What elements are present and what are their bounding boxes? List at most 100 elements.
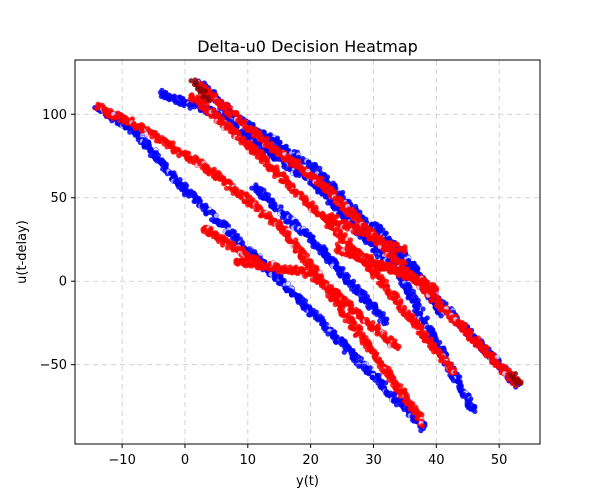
x-tick-label: −10 [108,453,135,468]
data-point [292,243,298,250]
data-point [187,105,193,111]
data-point [157,138,163,144]
data-point [375,234,381,240]
y-axis-ticks: −50 0 50 100 [40,108,75,373]
data-point [212,93,218,99]
y-axis-label: u(t-delay) [15,220,30,284]
data-point [301,266,307,273]
data-point [285,280,291,287]
data-point [301,249,307,255]
data-point [186,193,192,199]
data-point [227,104,233,111]
data-point [374,254,380,260]
data-point [376,372,382,379]
data-point [462,322,469,328]
data-point [429,288,435,294]
data-point [227,179,233,185]
data-point [420,306,426,312]
data-point [319,175,325,181]
data-point [116,117,122,123]
data-point [340,301,346,307]
x-axis-label: y(t) [296,474,319,489]
data-point [213,212,219,219]
data-point [452,370,458,376]
data-point [433,285,440,291]
data-point [319,191,325,197]
data-point [227,113,233,119]
y-tick-label: −50 [40,358,67,373]
data-point [419,412,425,418]
data-point [226,231,232,237]
data-point [383,230,389,236]
data-point [370,320,376,326]
data-point [394,241,400,248]
data-point [513,380,519,387]
data-point [224,245,231,251]
data-point [419,423,425,429]
data-point [512,370,519,377]
data-point [398,300,404,306]
data-point [261,129,267,135]
data-point [397,393,403,399]
data-point [219,242,226,248]
data-point [363,239,369,246]
data-point [428,298,434,304]
data-point [194,82,200,88]
data-point [383,278,390,284]
data-point [171,93,178,99]
data-point [472,408,478,415]
points-layer [92,77,524,434]
data-point [239,195,245,201]
data-point [293,264,299,270]
plot-frame [74,59,541,445]
data-point [350,229,357,235]
data-point [316,245,322,251]
data-point [170,140,176,146]
x-tick-label: 50 [491,453,508,468]
x-tick-label: 0 [181,453,189,468]
data-point [396,343,402,350]
data-point [383,320,390,326]
data-point [188,78,194,84]
data-point [367,365,373,371]
data-point [185,150,192,156]
data-point [460,393,466,399]
data-point [277,139,283,146]
data-point [272,276,278,282]
data-point [207,98,213,104]
data-point [177,176,183,183]
data-point [370,274,376,280]
data-point [351,326,357,332]
data-point [511,377,517,383]
data-point [272,173,278,180]
chart-title: Delta-u0 Decision Heatmap [197,37,418,56]
data-point [127,129,133,135]
x-tick-label: 20 [302,453,319,468]
data-point [292,248,298,254]
data-point [202,88,209,94]
data-point [359,257,366,263]
data-point [341,295,347,301]
data-point [354,290,360,296]
data-point [231,229,237,235]
data-point [402,247,408,253]
data-point [438,313,444,319]
data-point [393,402,400,408]
data-point [334,213,340,219]
data-point [216,238,222,245]
data-point [334,297,340,303]
data-point [352,320,358,327]
x-tick-label: 30 [365,453,382,468]
data-point [400,311,406,317]
data-point [402,260,408,266]
data-point [448,361,455,367]
data-point [282,214,288,220]
data-point [333,339,339,345]
data-point [468,330,474,336]
data-point [337,273,343,279]
y-tick-label: 100 [42,108,67,123]
data-point [515,377,521,383]
data-point [258,158,264,165]
y-tick-label: 50 [50,191,67,206]
